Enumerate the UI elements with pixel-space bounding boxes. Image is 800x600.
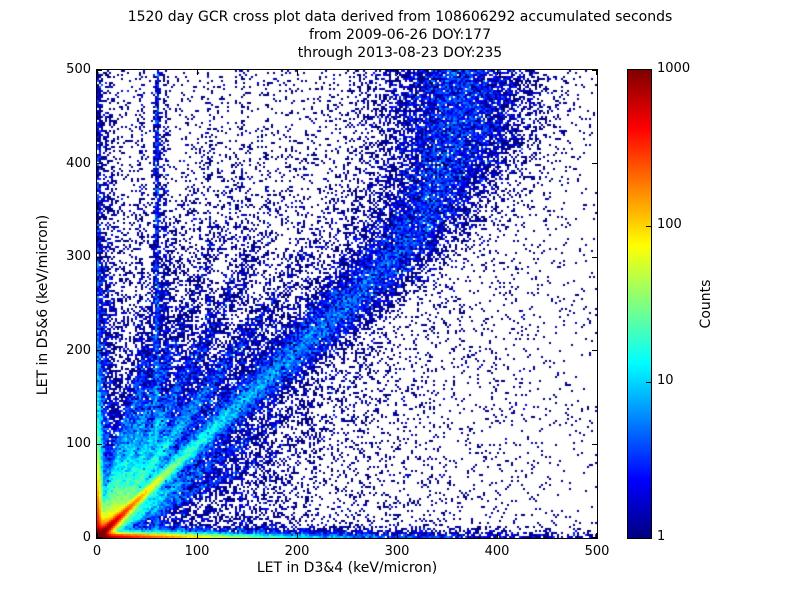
x-tick-mark [596,533,597,538]
y-tick-label: 0 [82,530,91,545]
y-tick-mark [97,256,102,258]
colorbar-label: Counts [698,279,714,329]
colorbar-gradient [628,70,651,538]
x-tick-mark-top [596,70,597,75]
x-tick-mark [196,533,198,538]
y-tick-mark [97,350,102,352]
y-tick-mark-right [592,256,597,258]
y-tick-mark [97,537,102,538]
y-tick-label: 200 [66,342,91,358]
x-tick-mark [97,533,98,538]
colorbar-tick-label: 10 [657,373,674,388]
colorbar-tick-mark [646,225,651,227]
y-tick-mark-right [592,70,597,71]
x-tick-label: 300 [384,544,410,559]
colorbar-tick-label: 100 [657,217,682,232]
y-tick-label: 300 [66,249,91,265]
x-tick-label: 500 [584,544,610,559]
x-tick-label: 200 [284,544,310,559]
x-axis-label: LET in D3&4 (keV/micron) [256,560,438,576]
y-tick-label: 100 [66,436,91,452]
x-tick-mark-top [97,70,98,75]
chart-title-block: 1520 day GCR cross plot data derived fro… [0,8,800,62]
y-tick-label: 500 [66,62,91,77]
colorbar-tick-label: 1 [657,529,666,544]
colorbar [627,69,652,539]
y-tick-mark-right [592,443,597,445]
x-tick-mark [496,533,498,538]
x-tick-mark-top [496,70,498,75]
colorbar-tick-label: 1000 [657,61,691,76]
y-tick-label: 400 [66,155,91,171]
y-tick-mark-right [592,163,597,165]
x-tick-mark [396,533,398,538]
y-tick-mark [97,70,102,71]
x-tick-label: 400 [484,544,510,559]
chart-title-line1: 1520 day GCR cross plot data derived fro… [127,9,673,25]
y-axis-label: LET in D5&6 (keV/micron) [35,214,51,396]
x-tick-mark-top [396,70,398,75]
plot-area [96,69,598,539]
chart-title-line2: from 2009-06-26 DOY:177 [308,27,491,43]
y-tick-mark [97,443,102,445]
y-tick-mark-right [592,537,597,538]
chart-title-line3: through 2013-08-23 DOY:235 [297,45,503,61]
x-tick-label: 100 [184,544,210,559]
y-tick-mark-right [592,350,597,352]
colorbar-tick-mark [646,381,651,383]
x-tick-mark [296,533,298,538]
heatmap-canvas [97,70,597,538]
x-tick-mark-top [296,70,298,75]
x-tick-mark-top [196,70,198,75]
y-tick-mark [97,163,102,165]
x-tick-label: 0 [92,544,102,559]
